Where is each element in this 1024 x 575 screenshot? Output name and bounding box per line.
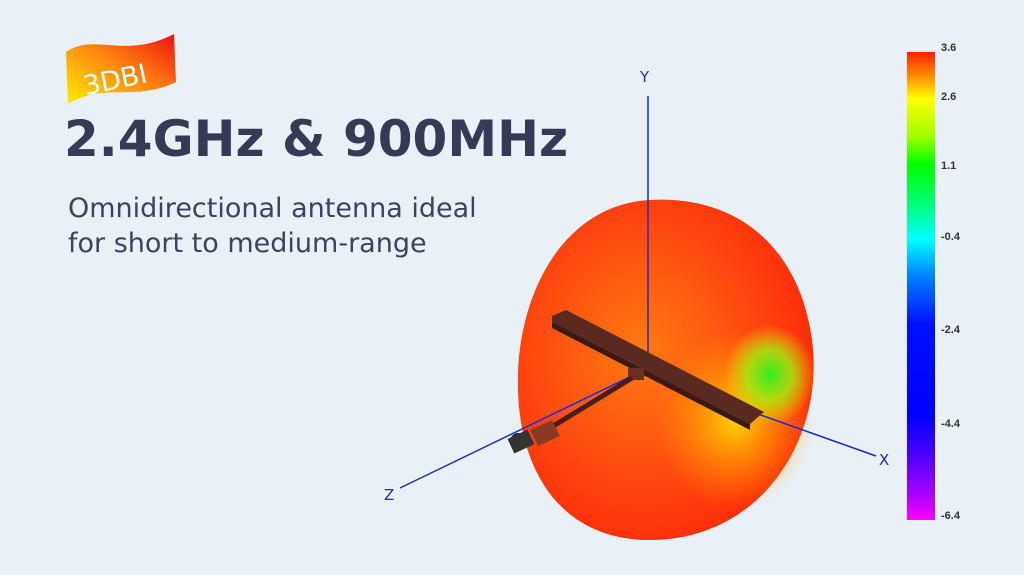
subtitle-line-2: for short to medium-range	[68, 228, 427, 259]
lobe-green-region	[725, 325, 815, 425]
z-axis-line	[399, 371, 641, 489]
colorbar-tick: -6.4	[941, 510, 960, 522]
colorbar-tick: -2.4	[941, 324, 960, 336]
colorbar	[907, 52, 935, 520]
x-axis-label: X	[879, 451, 889, 469]
colorbar-tick: 1.1	[941, 160, 957, 172]
z-axis-label: Z	[384, 486, 394, 504]
colorbar-tick: -0.4	[941, 231, 960, 243]
headline: 2.4GHz & 900MHz	[64, 110, 569, 168]
subtitle: Omnidirectional antenna ideal for short …	[68, 191, 477, 261]
y-axis-label: Y	[639, 68, 650, 86]
colorbar-tick: 2.6	[941, 91, 957, 103]
colorbar-tick: 3.6	[941, 42, 957, 54]
colorbar-tick: -4.4	[941, 418, 960, 430]
3dbi-badge-logo: 3DBI	[66, 34, 176, 104]
antenna-model	[507, 310, 764, 454]
subtitle-line-1: Omnidirectional antenna ideal	[68, 193, 477, 224]
